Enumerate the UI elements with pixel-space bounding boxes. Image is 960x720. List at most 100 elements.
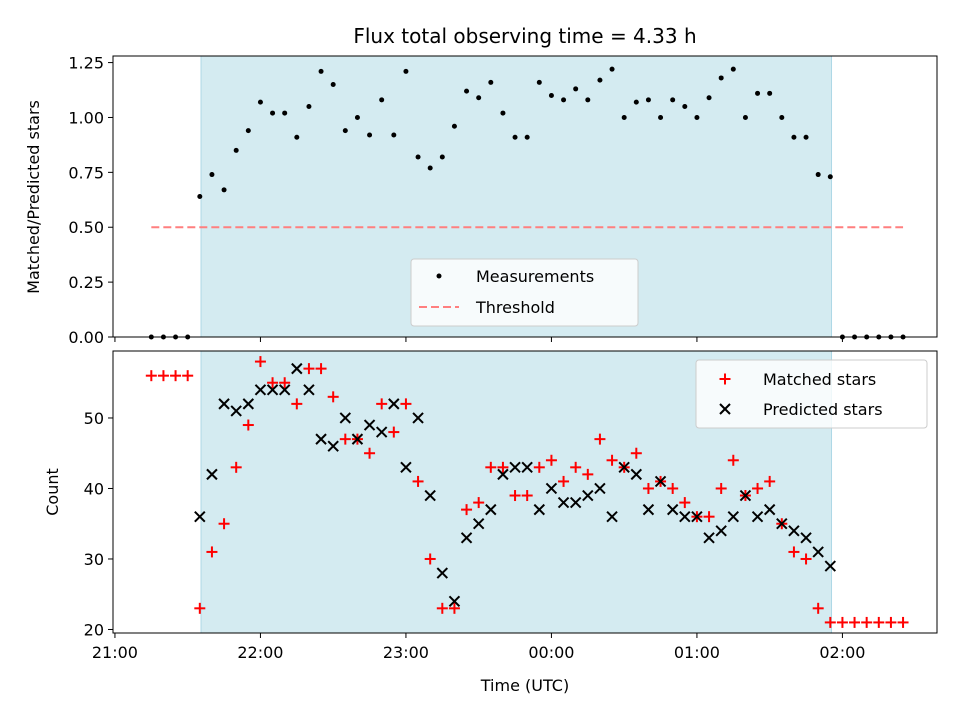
bottom-y-tick-label: 50 <box>84 409 104 428</box>
measurement-point <box>306 103 312 109</box>
matched-star-point <box>242 419 254 431</box>
matched-star-point <box>545 454 557 466</box>
predicted-star-point <box>545 482 558 495</box>
measurement-point <box>488 79 494 85</box>
legend-predicted-label: Predicted stars <box>763 400 883 419</box>
measurement-point <box>221 187 227 193</box>
top-y-axis-label: Matched/Predicted stars <box>24 100 43 294</box>
measurement-point <box>718 75 724 81</box>
measurement-point <box>439 154 445 160</box>
predicted-star-point <box>230 405 242 417</box>
predicted-star-point <box>763 503 776 516</box>
matched-star-point <box>788 546 800 558</box>
predicted-star-point <box>254 384 267 396</box>
measurement-point <box>318 68 324 74</box>
matched-star-point <box>497 461 509 473</box>
predicted-star-point <box>642 503 655 516</box>
measurement-point <box>354 114 360 120</box>
matched-star-point <box>170 370 182 382</box>
bottom-y-tick-label: 30 <box>84 550 104 569</box>
matched-star-point <box>303 363 315 375</box>
matched-star-point <box>182 370 194 382</box>
measurement-point <box>294 134 300 140</box>
predicted-star-point <box>812 546 824 558</box>
x-tick-label: 21:00 <box>92 643 138 662</box>
matched-star-point <box>824 616 836 628</box>
matched-star-point <box>254 356 266 368</box>
matched-star-point <box>752 482 764 494</box>
predicted-star-point <box>788 525 800 537</box>
predicted-star-point <box>448 595 461 607</box>
predicted-star-point <box>679 510 691 523</box>
predicted-star-point <box>206 468 218 481</box>
measurement-point <box>257 99 263 105</box>
bottom-y-axis-label: Count <box>43 468 62 516</box>
matched-star-point <box>279 377 291 389</box>
measurement-point <box>585 97 591 103</box>
matched-star-point <box>376 398 388 410</box>
matched-star-point <box>157 370 169 382</box>
measurement-point <box>597 77 603 83</box>
matched-star-point <box>897 616 909 628</box>
matched-star-point <box>291 398 303 410</box>
predicted-star-point <box>800 532 812 544</box>
x-tick-label: 23:00 <box>383 643 429 662</box>
matched-star-point <box>836 616 848 628</box>
bottom-y-tick-label: 20 <box>84 620 104 639</box>
matched-star-point <box>679 497 691 509</box>
measurement-point <box>524 134 530 140</box>
top-y-tick-label: 0.25 <box>68 273 104 292</box>
matched-star-point <box>521 490 533 502</box>
measurement-point <box>403 68 409 74</box>
measurement-point <box>330 82 336 88</box>
matched-star-point <box>412 475 424 487</box>
matched-star-point <box>230 461 242 473</box>
legend-matched-label: Matched stars <box>763 370 876 389</box>
predicted-star-point <box>388 398 400 410</box>
predicted-star-point <box>594 482 606 495</box>
measurement-point <box>536 79 542 85</box>
matched-star-point <box>485 461 497 473</box>
measurement-point <box>476 95 482 101</box>
predicted-star-point <box>327 440 339 452</box>
measurement-point <box>682 103 688 109</box>
predicted-star-point <box>412 412 424 424</box>
predicted-star-point <box>727 510 740 523</box>
measurement-point <box>209 172 215 178</box>
matched-star-point <box>364 447 376 459</box>
measurement-point <box>451 123 457 129</box>
measurement-point <box>609 66 615 72</box>
predicted-star-point <box>400 461 412 474</box>
measurement-point <box>548 93 554 99</box>
measurement-point <box>367 132 373 138</box>
chart-title: Flux total observing time = 4.33 h <box>353 24 696 48</box>
measurement-point <box>755 90 761 96</box>
predicted-star-point <box>460 532 473 544</box>
measurement-point <box>779 114 785 120</box>
matched-star-point <box>194 602 206 614</box>
top-y-tick-label: 1.25 <box>68 54 104 73</box>
predicted-star-point <box>436 567 449 579</box>
predicted-star-point <box>485 503 497 516</box>
matched-star-point <box>873 616 885 628</box>
matched-star-point <box>388 426 400 438</box>
measurement-point <box>245 128 251 134</box>
measurement-point <box>464 88 470 94</box>
matched-star-point <box>448 602 460 614</box>
measurement-point <box>670 97 676 103</box>
predicted-star-point <box>194 510 206 523</box>
predicted-star-point <box>509 461 521 474</box>
predicted-star-point <box>375 426 388 438</box>
legend-measurements-label: Measurements <box>476 267 594 286</box>
predicted-star-point <box>351 433 364 445</box>
predicted-star-point <box>315 433 327 445</box>
matched-star-point <box>339 433 351 445</box>
ratio-panel: 0.00 0.25 0.50 0.75 1.00 1.25 Matched/Predict… <box>24 54 938 347</box>
matched-star-point <box>642 482 654 494</box>
x-axis-label: Time (UTC) <box>480 676 569 695</box>
matched-star-point <box>570 461 582 473</box>
matched-star-point <box>461 504 473 516</box>
measurement-point <box>282 110 288 116</box>
measurement-point <box>803 134 809 140</box>
top-y-tick-label: 0.50 <box>68 218 104 237</box>
